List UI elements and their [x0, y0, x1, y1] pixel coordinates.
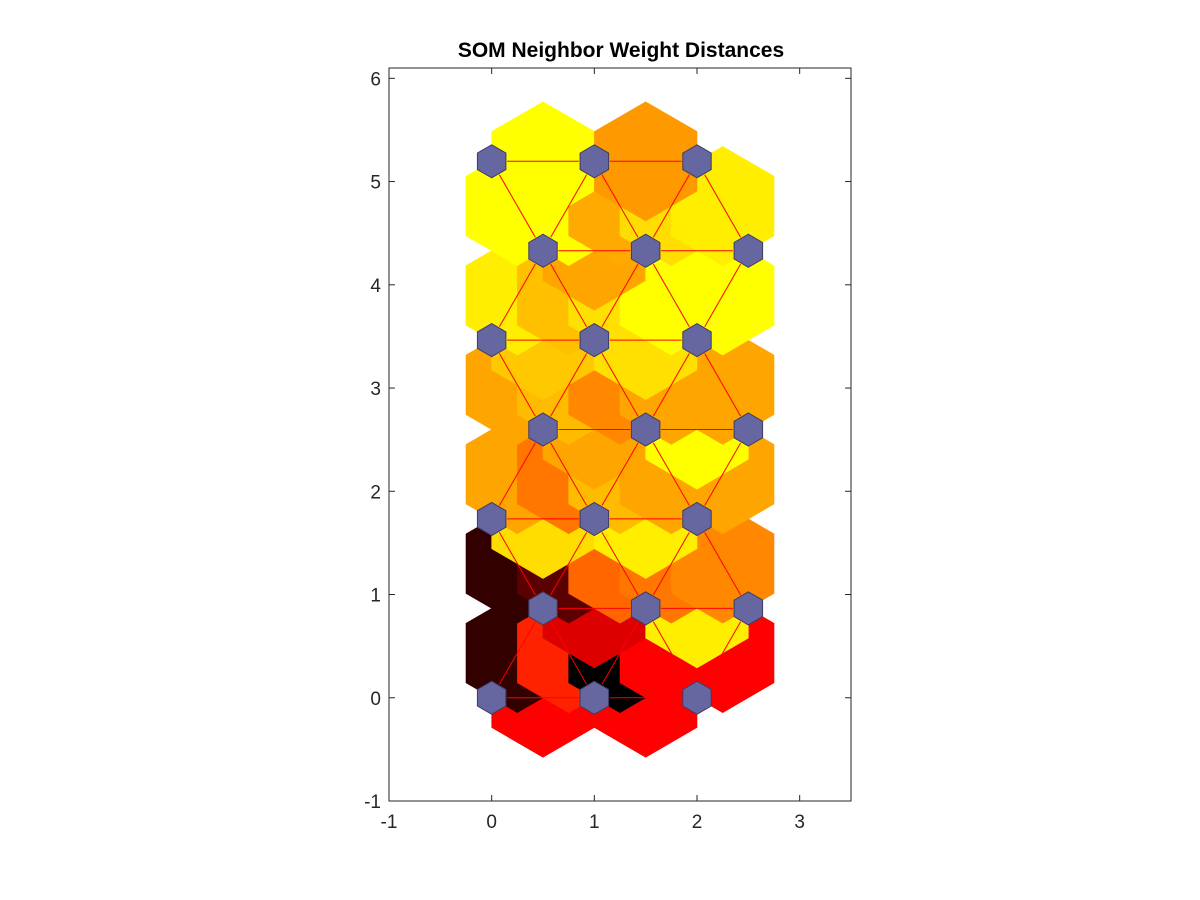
y-tick-label: 3 [370, 379, 381, 400]
connection-lines [498, 160, 742, 699]
y-tick-label: 2 [370, 482, 381, 503]
x-tick-label: -1 [381, 812, 398, 833]
connection-line [601, 263, 639, 327]
neuron-marker [476, 323, 507, 358]
connection-line [498, 532, 536, 596]
neuron-marker [476, 680, 507, 715]
x-tick-label: 3 [794, 812, 805, 833]
neuron-marker [528, 591, 558, 626]
y-tick-label: 4 [370, 276, 381, 297]
connection-line [652, 532, 690, 596]
neuron-marker [682, 680, 712, 715]
connection-line [704, 532, 742, 596]
neuron-marker [528, 412, 558, 447]
connection-line [704, 174, 742, 238]
neuron-marker [579, 323, 610, 358]
neuron-marker [630, 412, 661, 447]
connection-line [550, 263, 588, 327]
connection-line [652, 174, 690, 238]
x-axis: -1 0 1 2 3 [381, 68, 805, 833]
connection-line [498, 263, 536, 327]
neuron-marker [682, 501, 712, 537]
connection-line [601, 442, 639, 506]
connection-line [652, 353, 690, 417]
connection-line [652, 263, 690, 327]
neuron-marker [579, 680, 610, 715]
connection-line [550, 174, 588, 238]
neuron-markers [476, 144, 764, 715]
y-axis: -1 0 1 2 3 4 5 6 [364, 69, 851, 813]
connection-line [550, 532, 588, 596]
connection-line [601, 353, 639, 417]
connection-line [704, 263, 742, 327]
x-tick-label: 1 [589, 812, 600, 833]
connection-line [498, 442, 536, 506]
neuron-marker [733, 591, 764, 626]
neuron-marker [630, 233, 661, 268]
y-tick-label: -1 [364, 792, 381, 813]
chart-title: SOM Neighbor Weight Distances [458, 39, 784, 62]
neuron-marker [476, 501, 507, 537]
connection-line [704, 442, 742, 506]
connection-line [498, 621, 536, 685]
x-tick-label: 2 [692, 812, 703, 833]
connection-line [601, 532, 639, 596]
connection-line [601, 174, 639, 238]
neuron-marker [682, 323, 712, 358]
connection-line [550, 442, 588, 506]
neuron-marker [476, 144, 507, 179]
y-tick-label: 1 [370, 586, 381, 607]
connection-line [550, 621, 588, 685]
connection-line [704, 621, 742, 685]
neuron-marker [579, 144, 610, 179]
neuron-marker [579, 501, 610, 537]
connection-line [498, 353, 536, 417]
y-tick-label: 0 [370, 689, 381, 710]
y-tick-label: 6 [370, 69, 381, 90]
connection-line [601, 621, 639, 685]
neuron-marker [630, 591, 661, 626]
neuron-marker [733, 233, 764, 268]
y-tick-label: 5 [370, 173, 381, 194]
connection-line [652, 621, 690, 685]
connection-line [550, 353, 588, 417]
neuron-marker [528, 233, 558, 268]
x-tick-label: 0 [486, 812, 497, 833]
connection-line [652, 442, 690, 506]
neuron-marker [733, 412, 764, 447]
connection-line [704, 353, 742, 417]
axes-box [388, 67, 852, 802]
neuron-marker [682, 144, 712, 179]
connection-line [498, 174, 536, 238]
